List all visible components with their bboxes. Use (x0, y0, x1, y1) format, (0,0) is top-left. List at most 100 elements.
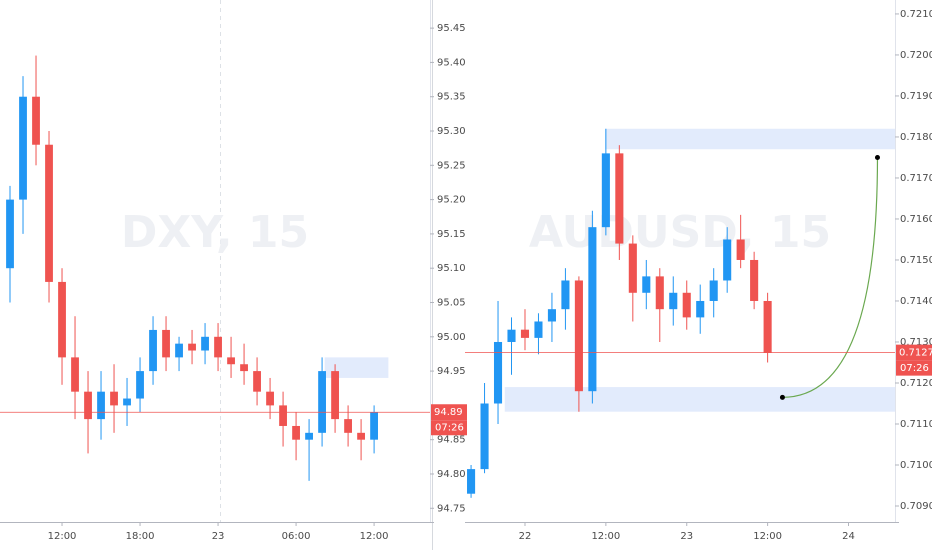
candle-body (493, 341, 503, 404)
candle-body (723, 239, 732, 281)
candle-body (292, 425, 300, 440)
x-tick-label: 12:00 (753, 531, 782, 542)
candle-body (240, 364, 248, 372)
candle-body (227, 357, 235, 365)
y-tick-label: 95.20 (437, 195, 466, 206)
y-tick-label: 95.40 (437, 57, 466, 68)
candle-body (574, 280, 583, 392)
candle-body (97, 391, 105, 420)
candle-body (214, 336, 222, 358)
candle-body (71, 357, 79, 392)
y-tick-label: 94.75 (437, 503, 466, 514)
candle-body (709, 280, 718, 301)
zone (504, 387, 895, 412)
countdown-label: 07:26 (435, 423, 464, 434)
x-tick-label: 24 (842, 531, 855, 542)
x-tick-label: 23 (680, 531, 693, 542)
watermark: DXY, 15 (121, 207, 309, 258)
y-tick-label: 95.05 (437, 297, 466, 308)
candle-body (750, 259, 759, 301)
y-tick-label: 95.15 (437, 229, 466, 240)
countdown-tag (896, 360, 932, 376)
candle-body (682, 292, 691, 318)
candle-body (534, 321, 543, 338)
candle-body (736, 239, 745, 260)
y-tick-label: 94.80 (437, 469, 466, 480)
candle-body (318, 371, 326, 433)
price-tag-label: 94.89 (434, 407, 463, 418)
candle-body (305, 432, 313, 440)
y-tick-label: 95.10 (437, 263, 466, 274)
zone (324, 357, 389, 378)
projection-curve (782, 157, 879, 398)
x-tick-label: 22 (519, 531, 532, 542)
y-tick-label: 95.35 (437, 92, 466, 103)
candle-body (136, 371, 144, 399)
y-tick-label: 95.30 (437, 126, 466, 137)
candle-body (520, 329, 530, 338)
candle-body (149, 329, 157, 372)
candle-body (615, 153, 624, 244)
candle-body (547, 309, 556, 322)
candle-body (6, 199, 14, 269)
candle-body (266, 391, 274, 406)
projection-point (874, 154, 880, 160)
y-tick-label: 95.00 (437, 332, 466, 343)
candle-body (669, 292, 678, 310)
price-tag (431, 404, 467, 421)
projection-point (779, 394, 785, 400)
candle-body (123, 398, 131, 406)
y-tick-label: 94.85 (437, 435, 466, 446)
zone (605, 128, 895, 150)
y-tick-label: 95.45 (437, 23, 466, 34)
candle-body (162, 329, 170, 358)
candle-body (696, 300, 705, 318)
candle-body (58, 281, 66, 358)
x-tick-label: 12:00 (360, 531, 389, 542)
watermark: AUDUSD, 15 (529, 207, 831, 258)
candle-body (588, 227, 597, 392)
candle-body (19, 96, 27, 200)
candle-body (253, 371, 261, 392)
candle-body (331, 371, 339, 420)
candle-body (357, 432, 365, 440)
candle-body (45, 144, 53, 282)
candle-body (642, 276, 651, 293)
candle-body (601, 153, 610, 228)
x-tick-label: 18:00 (126, 531, 155, 542)
x-tick-label: 12:00 (591, 531, 620, 542)
candle-body (32, 96, 40, 145)
y-tick-label: 94.95 (437, 366, 466, 377)
x-tick-label: 23 (212, 531, 225, 542)
candle-body (763, 300, 772, 353)
price-tag-label: 0.71274 (899, 348, 932, 359)
candle-body (480, 403, 489, 470)
candle-body (279, 405, 287, 426)
x-tick-label: 06:00 (282, 531, 311, 542)
price-tag (896, 344, 932, 361)
candle-body (201, 336, 209, 351)
y-tick-label: 95.25 (437, 160, 466, 171)
candle-body (507, 329, 516, 342)
candle-body (467, 469, 476, 494)
candle-body (628, 243, 637, 293)
candle-body (84, 391, 92, 420)
countdown-label: 07:26 (900, 363, 929, 374)
candle-body (561, 280, 570, 310)
candle-body (110, 391, 118, 406)
candle-body (344, 419, 352, 433)
candle-body (370, 412, 378, 440)
countdown-tag (431, 420, 467, 436)
